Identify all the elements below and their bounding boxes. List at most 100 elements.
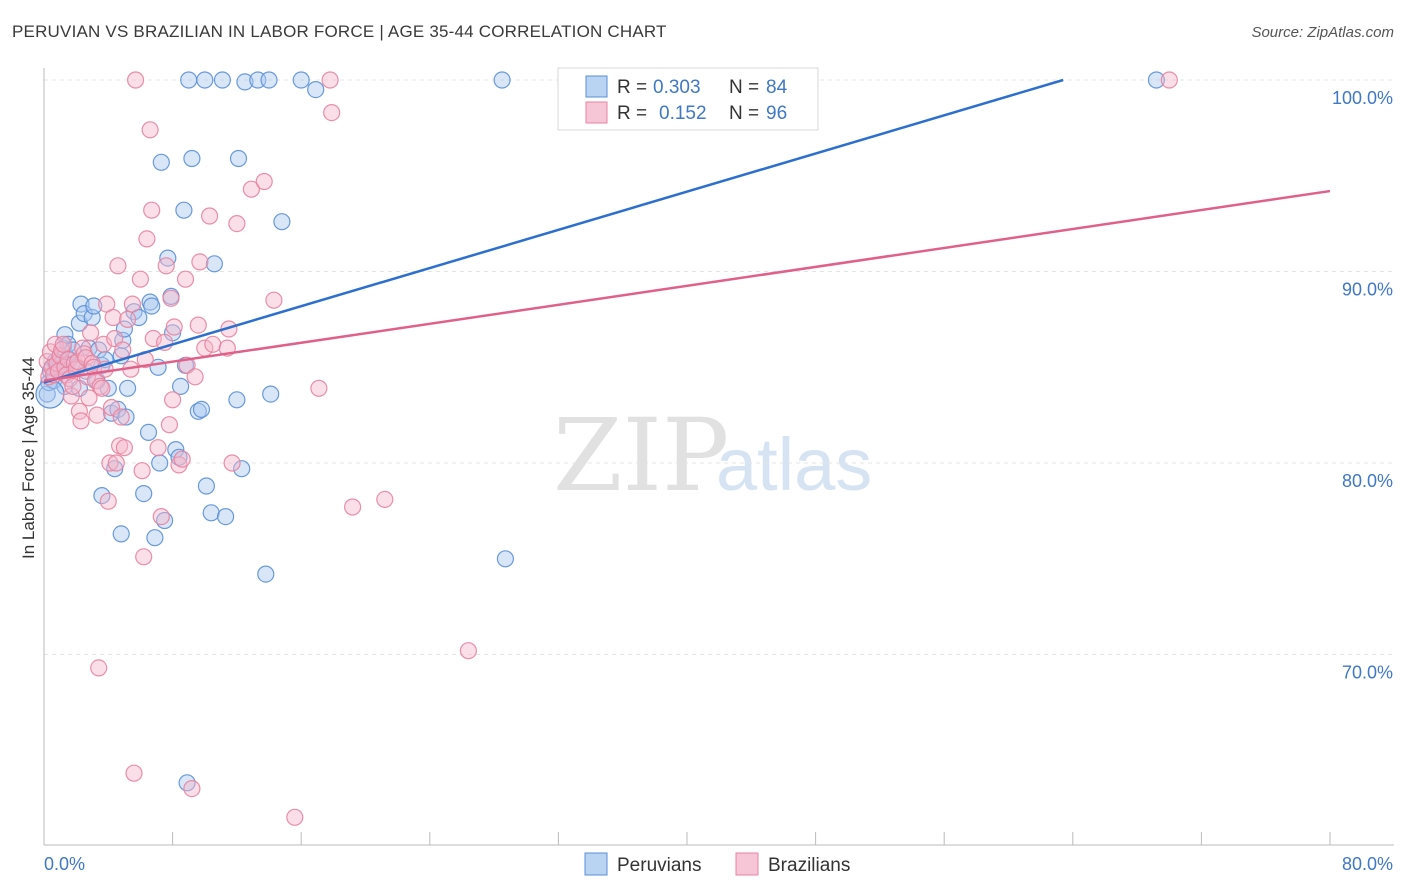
- bottom-legend-swatch-brazilians: [735, 852, 759, 876]
- brazilian-point: [310, 379, 328, 397]
- brazilian-point: [88, 406, 106, 424]
- brazilian-point: [459, 642, 477, 660]
- brazilian-point: [127, 71, 145, 89]
- gridlines: [44, 79, 1394, 655]
- brazilian-point: [173, 450, 191, 468]
- brazilian-point: [112, 408, 130, 426]
- brazilian-point: [80, 389, 98, 407]
- watermark-zip: ZIP: [553, 397, 729, 514]
- peruvian-point: [217, 507, 235, 526]
- peruvian-point: [72, 295, 90, 313]
- legend-swatch-peruvians: [585, 75, 608, 98]
- brazilian-point: [255, 172, 273, 191]
- brazilian-point: [107, 454, 125, 472]
- brazilian-point: [157, 257, 175, 275]
- bottom-legend-peruvians: Peruvians: [617, 855, 702, 876]
- brazilian-point: [162, 289, 180, 307]
- brazilian-point: [176, 270, 195, 288]
- brazilian-point: [125, 764, 143, 782]
- y-axis-label: In Labor Force | Age 35-44: [19, 357, 38, 559]
- peruvian-point: [183, 149, 201, 168]
- brazilian-point: [164, 391, 182, 409]
- peruvian-point: [180, 71, 198, 89]
- x-axis-ticks: [43, 832, 1331, 845]
- legend-r-label-2: R =: [617, 103, 647, 124]
- peruvian-trend-line: [43, 78, 1064, 384]
- peruvian-point: [175, 201, 193, 219]
- peruvian-point: [262, 385, 280, 403]
- legend-r-value-2: 0.152: [659, 103, 707, 124]
- brazilian-point: [118, 310, 137, 328]
- peruvian-point: [273, 213, 291, 231]
- brazilian-point: [165, 318, 183, 336]
- brazilian-point: [160, 416, 178, 434]
- brazilian-point: [344, 498, 362, 516]
- peruvian-point: [117, 408, 135, 426]
- watermark-atlas: atlas: [716, 423, 872, 506]
- brazilian-point: [1160, 71, 1178, 89]
- peruvian-point: [292, 71, 310, 89]
- bottom-legend-brazilians: Brazilians: [768, 855, 850, 876]
- peruvian-point: [152, 153, 170, 171]
- brazilian-point: [133, 462, 151, 480]
- brazilian-point: [186, 368, 204, 386]
- brazilian-point: [64, 377, 82, 395]
- peruvian-point: [213, 71, 231, 89]
- brazilian-point: [201, 207, 219, 225]
- legend-n-value-2: 96: [766, 103, 787, 124]
- peruvian-point: [112, 525, 130, 543]
- trend-lines: [43, 78, 1331, 384]
- y-tick-label-90: 90.0%: [1342, 280, 1393, 300]
- brazilian-point: [114, 341, 132, 359]
- peruvian-point: [135, 485, 153, 503]
- peruvian-point: [257, 565, 275, 583]
- peruvian-point: [172, 377, 190, 395]
- brazilian-trend-line: [43, 189, 1331, 382]
- brazilian-point: [323, 103, 341, 122]
- bottom-legend-swatch-peruvians: [584, 852, 608, 876]
- peruvian-point: [205, 255, 223, 273]
- legend-swatch-brazilians: [585, 101, 608, 124]
- x-tick-label-min: 0.0%: [44, 854, 85, 874]
- brazilian-point: [149, 439, 167, 457]
- y-tick-label-100: 100.0%: [1332, 88, 1393, 108]
- peruvian-point: [1147, 71, 1166, 89]
- brazilian-point: [183, 779, 201, 798]
- peruvian-point: [202, 504, 220, 522]
- peruvian-point: [260, 71, 278, 89]
- brazilian-point: [90, 659, 108, 677]
- brazilian-point: [93, 379, 111, 397]
- legend-r-value-1: 0.303: [653, 77, 701, 98]
- legend-r-label-1: R =: [617, 77, 647, 98]
- legend-n-value-1: 84: [766, 77, 788, 98]
- brazilian-point: [123, 295, 141, 313]
- brazilian-point: [143, 201, 161, 219]
- brazilian-point: [189, 316, 207, 334]
- brazilian-point: [54, 335, 72, 353]
- brazilian-point: [204, 335, 222, 353]
- y-tick-label-70: 70.0%: [1342, 663, 1393, 683]
- y-axis-tick-labels: 70.0% 80.0% 90.0% 100.0%: [1332, 88, 1393, 683]
- peruvian-point: [496, 550, 514, 568]
- brazilian-point: [152, 507, 170, 526]
- brazilian-point: [144, 329, 162, 348]
- brazilian-point: [72, 412, 90, 430]
- peruvian-point: [118, 379, 137, 397]
- brazilian-point: [376, 490, 394, 508]
- x-tick-label-max: 80.0%: [1342, 854, 1393, 874]
- peruvian-point: [233, 460, 251, 478]
- legend-n-label-1: N =: [729, 77, 759, 98]
- brazilian-point: [99, 492, 117, 510]
- peruvian-point: [192, 400, 211, 418]
- brazilian-point: [104, 308, 122, 327]
- brazilian-point: [228, 215, 246, 233]
- peruvian-point: [197, 477, 215, 495]
- brazilian-point: [242, 180, 260, 198]
- stats-legend: R = 0.303 N = 84 R = 0.152 N = 96: [557, 67, 819, 131]
- brazilian-point: [286, 808, 304, 826]
- brazilian-point: [191, 253, 209, 271]
- peruvian-point: [151, 454, 169, 472]
- peruvian-point: [493, 71, 511, 89]
- brazilian-point: [109, 257, 127, 275]
